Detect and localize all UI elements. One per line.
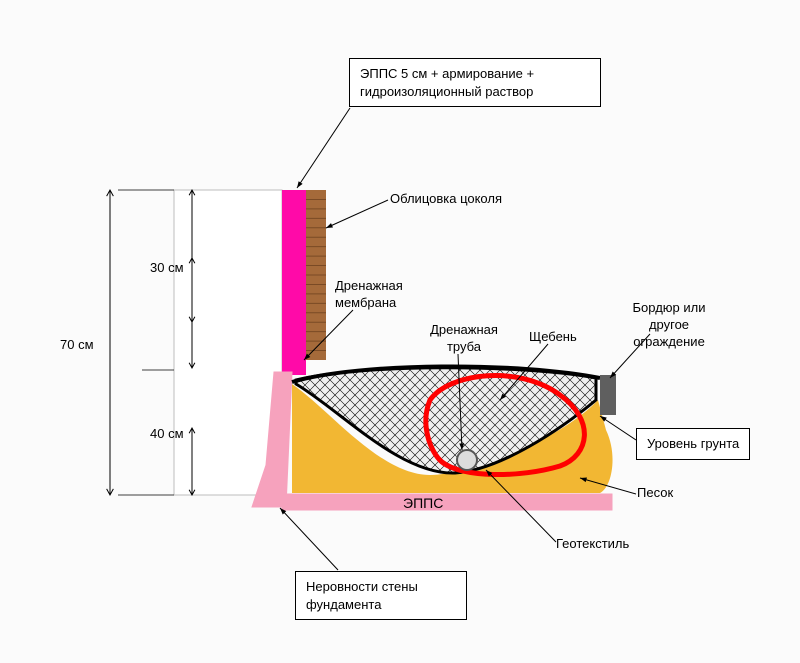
sand-label: Песок — [637, 485, 673, 502]
ground-level-box: Уровень грунта — [636, 428, 750, 460]
drain-pipe-label: Дренажная труба — [419, 322, 509, 356]
dim-40: 40 см — [150, 426, 184, 443]
epps-vertical — [282, 190, 306, 375]
cladding-label: Облицовка цоколя — [390, 191, 502, 208]
gravel-label: Щебень — [529, 329, 577, 346]
epps-horizontal — [282, 494, 612, 510]
curb — [600, 375, 616, 415]
dim-70: 70 см — [60, 337, 94, 354]
top-epps-box: ЭППС 5 см + армирование + гидроизоляцион… — [349, 58, 601, 107]
curb-label: Бордюр или другое ограждение — [614, 300, 724, 351]
drain-pipe — [457, 450, 477, 470]
plinth-cladding — [306, 190, 326, 360]
geotextile-label: Геотекстиль — [556, 536, 629, 553]
epps-label: ЭППС — [403, 494, 443, 512]
membrane-label: Дренажная мембрана — [335, 278, 425, 312]
foundation-irregularities-box: Неровности стены фундамента — [295, 571, 467, 620]
dim-30: 30 см — [150, 260, 184, 277]
foundation-wall — [174, 190, 282, 495]
